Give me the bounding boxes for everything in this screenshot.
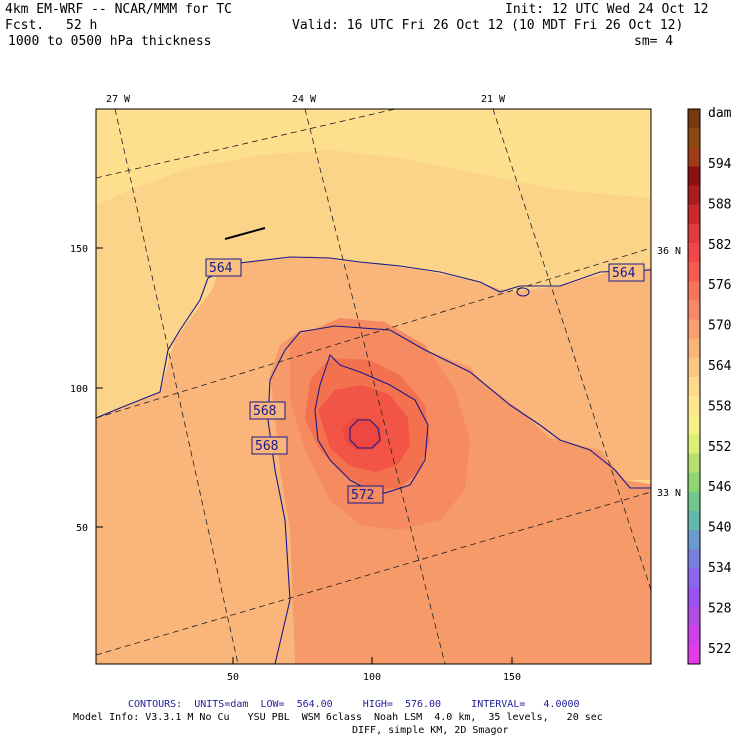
colorbar-swatch bbox=[688, 281, 700, 301]
colorbar-tick-label: 534 bbox=[708, 561, 732, 576]
contour-lines bbox=[96, 256, 651, 664]
colorbar-swatch bbox=[688, 166, 700, 187]
wind-barb bbox=[224, 227, 266, 240]
parallel-36n bbox=[96, 247, 651, 419]
colorbar-tick-label: 522 bbox=[708, 642, 731, 657]
contour-label: 564 bbox=[612, 266, 636, 281]
colorbar-swatch bbox=[688, 510, 700, 531]
colorbar-tick-label: 570 bbox=[708, 319, 731, 334]
lat-label-33n: 33 N bbox=[657, 488, 681, 499]
plot-border bbox=[95, 108, 652, 665]
field-name: 1000 to 0500 hPa thickness bbox=[8, 34, 212, 49]
contour-572 bbox=[314, 353, 429, 494]
meridian-21w bbox=[492, 109, 651, 591]
contour-label: 572 bbox=[351, 488, 374, 503]
parallel-33n bbox=[96, 491, 651, 656]
colorbar-swatch bbox=[688, 530, 700, 550]
colorbar-swatch bbox=[688, 625, 700, 646]
thickness-field bbox=[96, 109, 651, 664]
colorbar-tick-label: 528 bbox=[708, 601, 731, 616]
colorbar-tick-label: 546 bbox=[708, 480, 731, 495]
smoothing-label: sm= 4 bbox=[634, 34, 674, 49]
contour-small-loop bbox=[516, 287, 530, 297]
y-tick-label: 50 bbox=[76, 523, 88, 534]
colorbar-swatch bbox=[688, 357, 700, 378]
contour-576 bbox=[349, 419, 381, 449]
colorbar-tick-label: 540 bbox=[708, 521, 731, 536]
colorbar-swatch bbox=[688, 491, 700, 512]
colorbar-tick-label: 582 bbox=[708, 238, 731, 253]
colorbar-tick-label: 558 bbox=[708, 399, 731, 414]
contour-label: 568 bbox=[253, 404, 276, 419]
colorbar-tick-label: 588 bbox=[708, 197, 731, 212]
colorbar-swatch bbox=[688, 109, 700, 129]
axis-ticks bbox=[96, 247, 513, 664]
band-552-558 bbox=[96, 109, 651, 205]
colorbar-swatch bbox=[688, 128, 700, 148]
colorbar-border bbox=[687, 108, 701, 665]
lon-label-27w: 27 W bbox=[106, 94, 131, 105]
colorbar-swatch bbox=[688, 242, 700, 263]
lat-label-36n: 36 N bbox=[657, 246, 681, 257]
contour-564 bbox=[96, 256, 651, 419]
colorbar-swatch bbox=[688, 147, 700, 167]
colorbar-swatch bbox=[688, 568, 700, 588]
contour-label-group: 564 564 568 568 572 bbox=[205, 258, 645, 504]
meridian-24w bbox=[304, 109, 446, 664]
colorbar-tick-labels: 594 588 582 576 570 564 558 552 546 540 534 528 522 bbox=[708, 157, 732, 657]
contour-label-box bbox=[205, 258, 242, 277]
forecast-hour: 52 h bbox=[66, 18, 98, 33]
colorbar-tick-label: 576 bbox=[708, 278, 731, 293]
contour-label: 564 bbox=[209, 261, 233, 276]
forecast-label: Fcst. bbox=[5, 18, 45, 33]
colorbar-swatch bbox=[688, 549, 700, 569]
colorbar-swatch bbox=[688, 376, 700, 397]
colorbar bbox=[687, 108, 701, 665]
colorbar-swatch bbox=[688, 223, 700, 244]
colorbar-swatch bbox=[688, 472, 700, 493]
parallel-north bbox=[96, 109, 397, 179]
valid-time: Valid: 16 UTC Fri 26 Oct 12 (10 MDT Fri … bbox=[292, 18, 684, 33]
contour-label-box bbox=[251, 436, 288, 455]
latlon-grid bbox=[96, 109, 651, 664]
band-564-570-north bbox=[160, 256, 651, 480]
contour-label: 568 bbox=[255, 439, 278, 454]
meridian-27w bbox=[114, 109, 239, 664]
colorbar-swatch bbox=[688, 606, 700, 627]
colorbar-swatch bbox=[688, 434, 700, 454]
colorbar-swatch bbox=[688, 587, 700, 608]
colorbar-swatch bbox=[688, 396, 700, 416]
colorbar-swatch bbox=[688, 453, 700, 474]
colorbar-tick-label: 594 bbox=[708, 157, 732, 172]
colorbar-swatch bbox=[688, 338, 700, 359]
colorbar-swatch bbox=[688, 319, 700, 340]
colorbar-swatch bbox=[688, 185, 700, 206]
contour-568 bbox=[267, 325, 651, 664]
colorbar-unit: dam bbox=[708, 106, 732, 121]
colorbar-tick-label: 552 bbox=[708, 440, 731, 455]
axis-tick-labels: 150 100 50 50 100 150 36 N 33 N bbox=[70, 244, 681, 683]
init-time: Init: 12 UTC Wed 24 Oct 12 bbox=[505, 2, 709, 17]
x-tick-label: 50 bbox=[227, 672, 239, 683]
colorbar-tick-label: 564 bbox=[708, 359, 732, 374]
colorbar-swatch bbox=[688, 300, 700, 321]
y-tick-label: 150 bbox=[70, 244, 88, 255]
lon-label-21w: 21 W bbox=[481, 94, 506, 105]
x-tick-label: 150 bbox=[503, 672, 521, 683]
x-tick-label: 100 bbox=[363, 672, 381, 683]
contour-label-box bbox=[347, 485, 384, 504]
model-title: 4km EM-WRF -- NCAR/MMM for TC bbox=[5, 2, 232, 17]
y-tick-label: 100 bbox=[70, 384, 88, 395]
contour-label-box bbox=[249, 401, 286, 420]
lon-label-24w: 24 W bbox=[292, 94, 317, 105]
diffusion-info: DIFF, simple KM, 2D Smagor bbox=[352, 725, 509, 736]
colorbar-swatch bbox=[688, 644, 700, 665]
colorbar-swatch bbox=[688, 204, 700, 225]
contour-info: CONTOURS: UNITS=dam LOW= 564.00 HIGH= 57… bbox=[128, 699, 580, 710]
colorbar-swatch bbox=[688, 262, 700, 282]
contour-label-box bbox=[608, 263, 645, 282]
model-info: Model Info: V3.3.1 M No Cu YSU PBL WSM 6… bbox=[73, 712, 603, 723]
colorbar-swatch bbox=[688, 415, 700, 435]
